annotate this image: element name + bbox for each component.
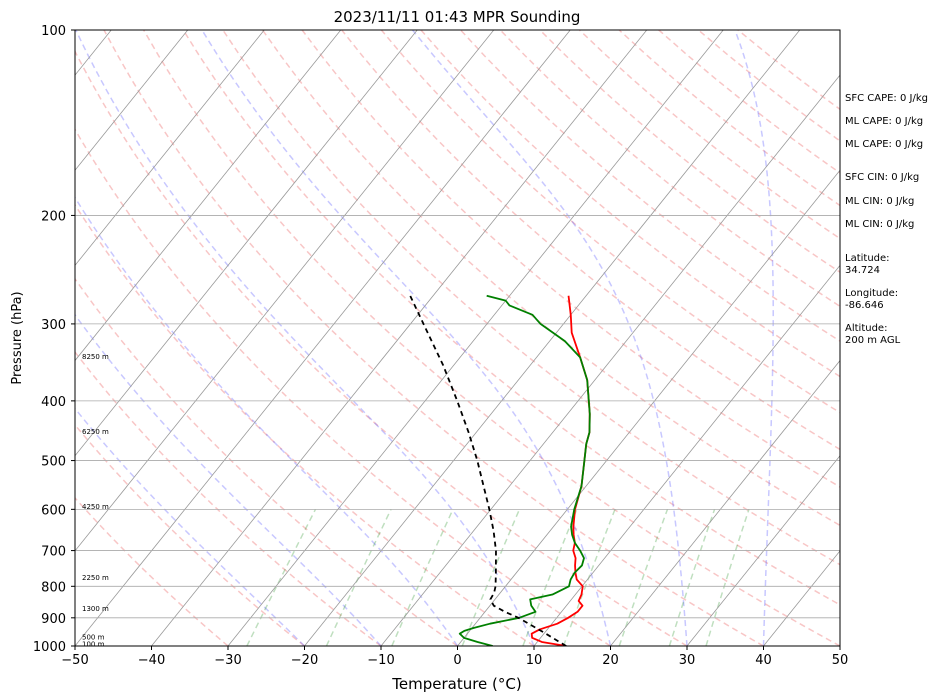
y-tick-label: 900 (41, 612, 66, 627)
moist-adiabat-line (75, 196, 459, 646)
x-tick-label: 50 (832, 653, 849, 668)
dry-adiabat-line (142, 30, 840, 646)
isotherm-line (75, 30, 418, 457)
mixing-ratio-line (461, 509, 521, 646)
dry-adiabat-line (75, 203, 535, 646)
sfc-cin-text: SFC CIN: 0 J/kg (845, 172, 920, 183)
y-tick-label: 200 (41, 209, 66, 224)
moist-adiabat-line (201, 30, 612, 646)
moist-adiabat-line (75, 313, 382, 646)
height-label: 2250 m (82, 574, 109, 582)
ml-cin-text: ML CIN: 0 J/kg (845, 196, 915, 207)
dry-adiabat-line (75, 127, 611, 646)
dry-adiabat-line (499, 30, 840, 308)
mixing-ratio-line (325, 509, 392, 646)
x-tick-label: 0 (453, 653, 461, 668)
y-tick-label: 1000 (33, 640, 66, 655)
isotherm-line (457, 169, 840, 646)
isotherm-line (75, 30, 571, 646)
moist-adiabat-line (734, 30, 774, 646)
dry-adiabat-line (460, 30, 840, 342)
ml-cape-text: ML CAPE: 0 J/kg (845, 116, 924, 127)
height-label: 500 m (82, 633, 105, 641)
temperature-profile-line (530, 295, 591, 646)
y-tick-label: 300 (41, 318, 66, 333)
x-tick-label: −20 (291, 653, 318, 668)
y-tick-label: 600 (41, 503, 66, 518)
x-tick-label: −40 (138, 653, 165, 668)
height-label: 6250 m (82, 428, 109, 436)
isotherm-line (610, 359, 840, 646)
dry-adiabat-line (75, 350, 382, 646)
ml-cin-text-2: ML CIN: 0 J/kg (845, 219, 915, 230)
dry-adiabat-line (75, 49, 688, 646)
x-tick-label: −30 (214, 653, 241, 668)
y-tick-label: 800 (41, 580, 66, 595)
y-tick-label: 400 (41, 395, 66, 410)
height-label: 8250 m (82, 353, 109, 361)
x-tick-label: 20 (602, 653, 619, 668)
dewpoint-profile-line (458, 294, 591, 646)
dry-adiabat-line (261, 30, 840, 527)
moist-adiabat-line (411, 30, 688, 646)
mixing-ratio-line (246, 509, 317, 646)
mixing-ratio-line (668, 509, 716, 646)
isotherm-line (151, 30, 648, 646)
x-tick-label: 40 (755, 653, 772, 668)
moist-adiabat-line (75, 407, 306, 646)
y-axis-label: Pressure (hPa) (10, 291, 25, 384)
x-axis-label: Temperature (°C) (391, 675, 521, 693)
longitude-text: Longitude: -86.646 (845, 288, 899, 311)
sfc-cape-text: SFC CAPE: 0 J/kg (845, 93, 928, 104)
chart-title: 2023/11/11 01:43 MPR Sounding (334, 8, 581, 26)
y-tick-label: 500 (41, 455, 66, 470)
dry-adiabat-line (222, 30, 840, 566)
sounding-stats-panel: SFC CAPE: 0 J/kg ML CAPE: 0 J/kg ML CAPE… (845, 0, 945, 700)
x-tick-label: −10 (367, 653, 394, 668)
height-label: 100 m (82, 640, 105, 648)
isotherm-line (686, 455, 840, 646)
dry-adiabat-line (420, 30, 840, 378)
isotherm-line (75, 30, 495, 552)
latitude-text: Latitude: 34.724 (845, 253, 890, 276)
dry-adiabat-line (182, 30, 840, 606)
y-tick-label: 100 (41, 24, 66, 39)
ml-cape-text-2: ML CAPE: 0 J/kg (845, 139, 924, 150)
height-label: 4250 m (82, 503, 109, 511)
x-tick-label: 30 (679, 653, 696, 668)
altitude-text: Altitude: 200 m AGL (845, 323, 901, 346)
dry-adiabat-line (103, 30, 764, 646)
y-tick-label: 700 (41, 545, 66, 560)
x-tick-label: 10 (526, 653, 543, 668)
isotherm-line (227, 30, 724, 646)
dry-adiabat-line (75, 496, 229, 646)
isotherm-line (304, 30, 801, 646)
isotherm-line (75, 30, 342, 362)
isotherm-line (533, 264, 840, 646)
isotherm-line (380, 74, 840, 646)
dry-adiabat-line (75, 277, 458, 646)
parcel-profile-line (409, 295, 567, 646)
isotherm-line (75, 30, 189, 171)
height-label: 1300 m (82, 605, 109, 613)
isotherm-line (75, 30, 265, 267)
x-tick-label: −50 (61, 653, 88, 668)
